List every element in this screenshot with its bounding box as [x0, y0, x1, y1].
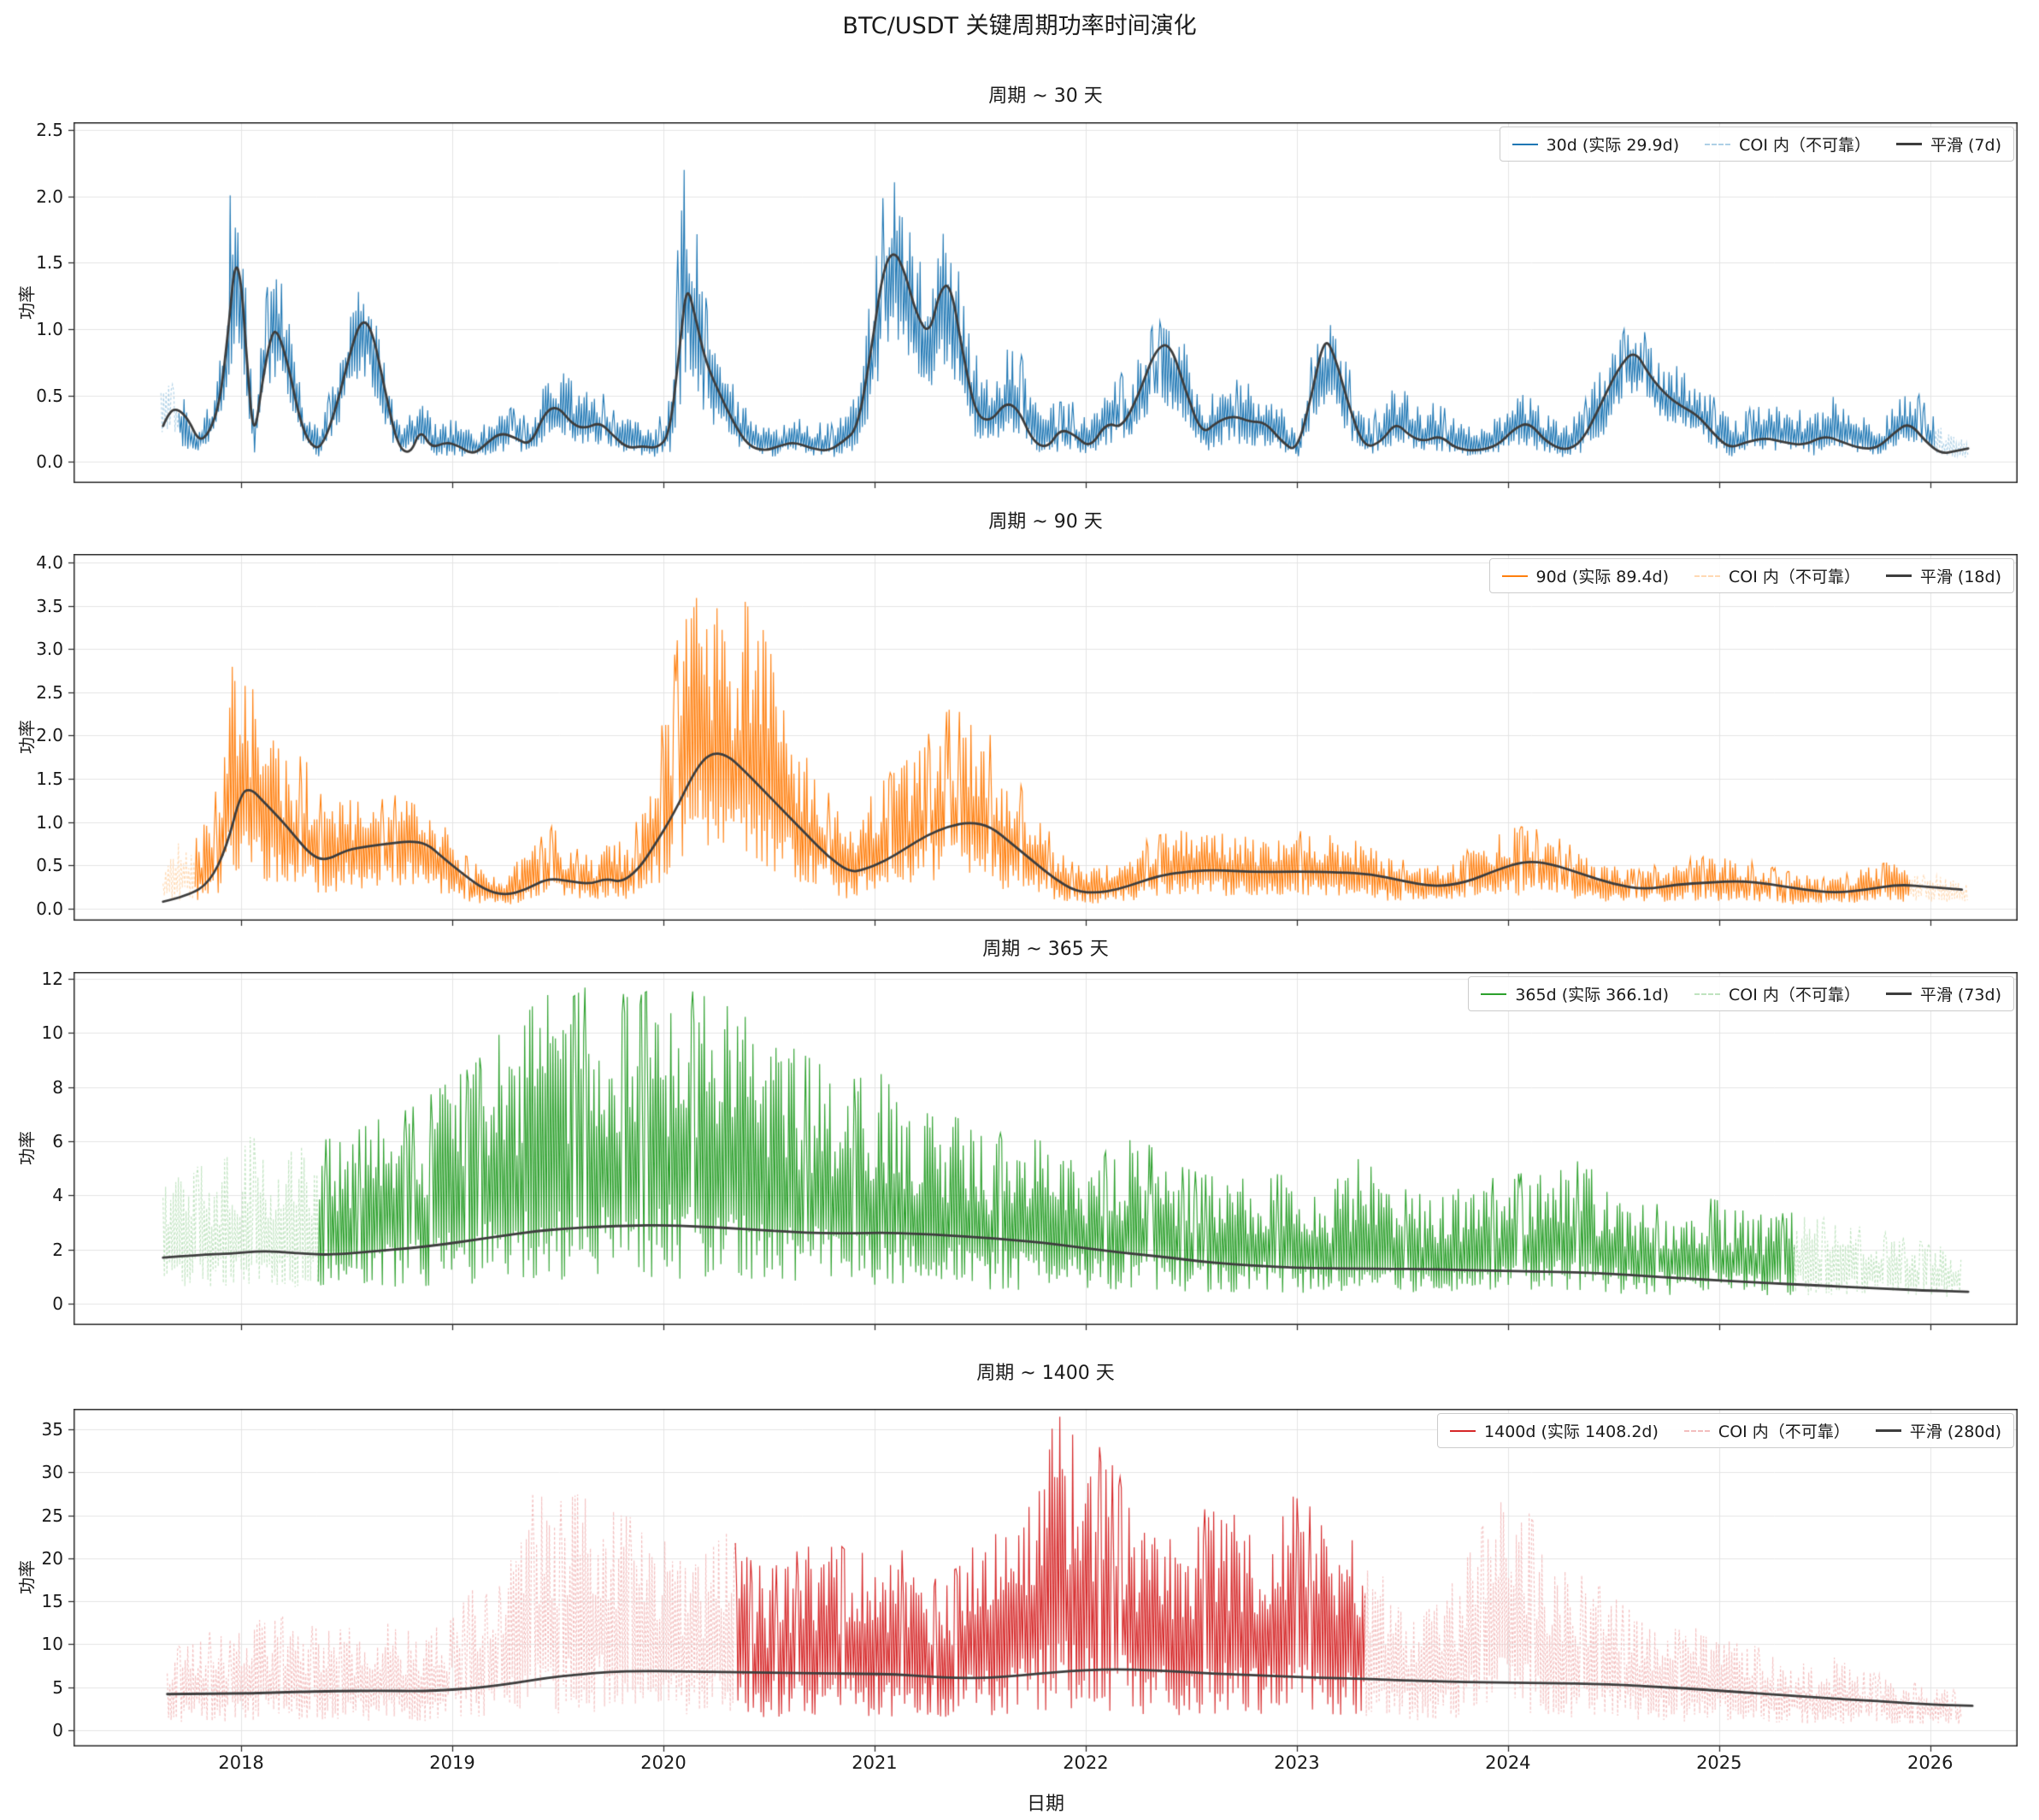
legend-label: COI 内（不可靠）: [1718, 1422, 1850, 1441]
y-tick-label: 20: [41, 1547, 63, 1569]
legend-item-smooth: 平滑 (7d): [1895, 133, 2001, 156]
x-tick-label: 2022: [1063, 1752, 1109, 1773]
y-tick-label: 0.0: [36, 451, 63, 473]
plot-canvas-365d: [67, 972, 2018, 1332]
panel-title-1400d: 周期 ~ 1400 天: [976, 1363, 1115, 1384]
plot-canvas-90d: [67, 554, 2018, 928]
smooth-line-swatch: [1885, 992, 1912, 995]
y-tick-label: 2.5: [36, 120, 63, 141]
legend-label: COI 内（不可靠）: [1739, 136, 1871, 155]
legend-label: 平滑 (7d): [1930, 136, 2001, 155]
y-tick-label: 0.5: [36, 385, 63, 406]
legend-item-raw: 30d (实际 29.9d): [1512, 133, 1680, 156]
smooth-line-swatch: [1885, 574, 1912, 577]
panel-title-90d: 周期 ~ 90 天: [988, 511, 1103, 533]
legend-label: 平滑 (73d): [1919, 986, 2001, 1004]
panel-title-365d: 周期 ~ 365 天: [982, 939, 1109, 960]
coi-line-swatch: [1694, 574, 1721, 577]
legend-label: 平滑 (18d): [1919, 568, 2001, 586]
legend-item-coi: COI 内（不可靠）: [1683, 1419, 1850, 1442]
smooth-line-swatch: [1875, 1429, 1901, 1432]
x-tick-label: 2024: [1485, 1752, 1531, 1773]
y-tick-label: 3.0: [36, 639, 63, 660]
y-tick-label: 1.0: [36, 319, 63, 340]
legend-item-raw: 365d (实际 366.1d): [1481, 982, 1669, 1005]
panel-title-30d: 周期 ~ 30 天: [988, 85, 1103, 107]
y-tick-label: 6: [52, 1130, 63, 1151]
legend-label: COI 内（不可靠）: [1729, 986, 1860, 1004]
y-tick-label: 3.5: [36, 595, 63, 616]
y-tick-label: 2.0: [36, 186, 63, 207]
x-tick-label: 2026: [1907, 1752, 1954, 1773]
legend-label: 1400d (实际 1408.2d): [1484, 1422, 1659, 1441]
x-tick-label: 2023: [1274, 1752, 1320, 1773]
y-axis-label-30d: 功率: [16, 286, 38, 320]
x-tick-label: 2021: [852, 1752, 898, 1773]
legend-30d: 30d (实际 29.9d) COI 内（不可靠） 平滑 (7d): [1499, 127, 2014, 162]
y-tick-label: 1.0: [36, 811, 63, 833]
coi-line-swatch: [1705, 143, 1731, 145]
y-tick-label: 0: [52, 1719, 63, 1740]
legend-item-smooth: 平滑 (280d): [1875, 1419, 2001, 1442]
y-tick-label: 0: [52, 1293, 63, 1314]
legend-item-smooth: 平滑 (73d): [1885, 982, 2001, 1005]
series-line-swatch: [1450, 1429, 1476, 1432]
plot-canvas-30d: [67, 122, 2018, 490]
y-tick-label: 0.0: [36, 898, 63, 919]
series-line-swatch: [1481, 992, 1507, 995]
plot-canvas-1400d: [67, 1409, 2018, 1753]
y-tick-label: 4: [52, 1185, 63, 1206]
y-tick-label: 2.0: [36, 725, 63, 746]
legend-item-coi: COI 内（不可靠）: [1694, 564, 1860, 587]
y-tick-label: 1.5: [36, 769, 63, 790]
figure-title: BTC/USDT 关键周期功率时间演化: [842, 13, 1197, 39]
coi-line-swatch: [1683, 1429, 1710, 1432]
legend-label: 365d (实际 366.1d): [1515, 986, 1670, 1004]
y-tick-label: 35: [41, 1419, 63, 1440]
y-tick-label: 12: [41, 968, 63, 989]
x-tick-label: 2018: [218, 1752, 264, 1773]
y-tick-label: 4.0: [36, 552, 63, 574]
y-tick-label: 2: [52, 1239, 63, 1260]
legend-90d: 90d (实际 89.4d) COI 内（不可靠） 平滑 (18d): [1488, 558, 2014, 593]
y-tick-label: 10: [41, 1022, 63, 1044]
y-tick-label: 30: [41, 1462, 63, 1483]
y-tick-label: 0.5: [36, 855, 63, 876]
legend-item-raw: 90d (实际 89.4d): [1501, 564, 1670, 587]
x-tick-label: 2019: [429, 1752, 475, 1773]
y-tick-label: 5: [52, 1676, 63, 1698]
coi-line-swatch: [1694, 992, 1721, 995]
legend-label: 30d (实际 29.9d): [1546, 136, 1680, 155]
series-line-swatch: [1501, 574, 1528, 577]
y-tick-label: 1.5: [36, 252, 63, 274]
x-tick-label: 2020: [640, 1752, 687, 1773]
smooth-line-swatch: [1895, 143, 1922, 145]
y-tick-label: 8: [52, 1076, 63, 1098]
legend-item-smooth: 平滑 (18d): [1885, 564, 2001, 587]
y-tick-label: 2.5: [36, 681, 63, 703]
legend-item-coi: COI 内（不可靠）: [1705, 133, 1871, 156]
y-tick-label: 25: [41, 1505, 63, 1526]
y-tick-label: 10: [41, 1634, 63, 1655]
series-line-swatch: [1512, 143, 1538, 145]
legend-label: COI 内（不可靠）: [1729, 568, 1860, 586]
legend-item-coi: COI 内（不可靠）: [1694, 982, 1860, 1005]
x-axis-label: 日期: [1026, 1793, 1064, 1815]
x-tick-label: 2025: [1696, 1752, 1742, 1773]
legend-1400d: 1400d (实际 1408.2d) COI 内（不可靠） 平滑 (280d): [1437, 1413, 2014, 1448]
legend-label: 平滑 (280d): [1909, 1422, 2001, 1441]
legend-365d: 365d (实际 366.1d) COI 内（不可靠） 平滑 (73d): [1468, 976, 2014, 1011]
y-tick-label: 15: [41, 1591, 63, 1612]
legend-item-raw: 1400d (实际 1408.2d): [1450, 1419, 1659, 1442]
legend-label: 90d (实际 89.4d): [1535, 568, 1670, 586]
